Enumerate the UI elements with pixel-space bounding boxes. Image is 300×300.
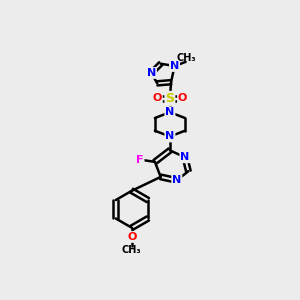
Text: F: F bbox=[136, 154, 144, 165]
Text: N: N bbox=[165, 107, 175, 117]
Text: N: N bbox=[147, 68, 156, 78]
Text: N: N bbox=[170, 61, 179, 71]
Text: O: O bbox=[152, 93, 162, 103]
Text: N: N bbox=[180, 152, 190, 162]
Text: O: O bbox=[127, 232, 136, 242]
Text: S: S bbox=[165, 92, 174, 105]
Text: CH₃: CH₃ bbox=[122, 245, 142, 255]
Text: N: N bbox=[172, 176, 182, 185]
Text: N: N bbox=[165, 131, 175, 142]
Text: CH₃: CH₃ bbox=[177, 53, 197, 63]
Text: O: O bbox=[178, 93, 187, 103]
